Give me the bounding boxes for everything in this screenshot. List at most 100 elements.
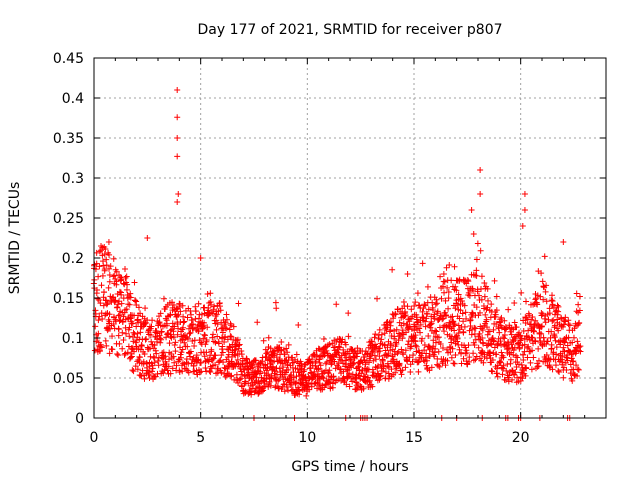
data-point	[516, 345, 523, 352]
data-point	[507, 356, 514, 363]
y-tick-label: 0.4	[62, 91, 84, 107]
data-point	[445, 305, 452, 312]
data-point	[273, 365, 280, 372]
data-point	[153, 350, 160, 357]
data-point	[341, 377, 348, 384]
data-point	[141, 375, 148, 382]
data-point	[113, 268, 120, 275]
data-point	[544, 338, 551, 345]
data-point	[231, 347, 238, 354]
data-point	[136, 354, 143, 361]
data-point	[190, 362, 197, 369]
data-point	[207, 299, 214, 306]
data-point	[561, 339, 568, 346]
data-point	[265, 371, 272, 378]
data-point	[119, 329, 126, 336]
data-point	[448, 277, 455, 284]
data-point	[475, 292, 482, 299]
data-point	[459, 310, 466, 317]
data-point	[499, 371, 506, 378]
data-point	[160, 349, 167, 356]
data-point	[135, 304, 142, 311]
data-point	[432, 345, 439, 352]
data-point	[272, 384, 279, 391]
data-point	[487, 350, 494, 357]
data-point	[549, 318, 556, 325]
data-point	[439, 283, 446, 290]
data-point	[521, 191, 528, 197]
data-point	[567, 370, 574, 377]
data-point	[213, 317, 220, 324]
data-point	[374, 295, 381, 302]
data-point	[307, 369, 314, 376]
data-point	[473, 256, 480, 263]
data-point	[528, 334, 535, 341]
data-point	[124, 349, 131, 356]
data-point	[469, 310, 476, 317]
data-point	[549, 292, 556, 299]
data-point	[181, 339, 188, 346]
data-point	[518, 361, 525, 368]
data-point	[191, 342, 198, 349]
data-point	[539, 278, 546, 285]
data-point	[525, 327, 532, 334]
data-point	[187, 311, 194, 318]
data-point	[228, 333, 235, 340]
data-point	[384, 324, 391, 331]
data-point	[500, 354, 507, 361]
data-point	[280, 364, 287, 371]
data-point	[534, 292, 541, 299]
data-point	[187, 353, 194, 360]
data-point	[443, 346, 450, 353]
data-point	[437, 273, 444, 280]
data-point	[511, 299, 518, 306]
data-point	[201, 304, 208, 311]
data-point	[118, 300, 125, 307]
data-point	[120, 336, 127, 343]
data-point	[432, 327, 439, 334]
data-point	[202, 365, 209, 372]
y-tick-label: 0.3	[62, 171, 84, 187]
data-point	[195, 356, 202, 363]
data-point	[488, 341, 495, 348]
data-point	[370, 369, 377, 376]
data-point	[513, 324, 520, 331]
y-axis-label: SRMTID / TECUs	[7, 182, 23, 295]
data-point	[332, 365, 339, 372]
data-point	[380, 365, 387, 372]
data-point	[521, 341, 528, 348]
data-point	[576, 293, 583, 300]
data-point	[313, 352, 320, 359]
data-point	[473, 272, 480, 279]
data-point	[573, 308, 580, 315]
data-point	[470, 357, 477, 364]
data-point	[385, 351, 392, 358]
data-point	[540, 283, 547, 290]
data-point	[294, 366, 301, 373]
data-point	[371, 352, 378, 359]
data-point	[509, 368, 516, 375]
data-point	[573, 290, 580, 297]
data-point	[419, 260, 426, 267]
data-point	[478, 273, 485, 280]
data-point	[285, 341, 292, 348]
data-point	[199, 323, 206, 330]
data-point	[215, 340, 222, 347]
data-point	[439, 316, 446, 323]
data-point	[542, 288, 549, 295]
data-point	[520, 317, 527, 324]
data-point	[210, 306, 217, 313]
data-point	[406, 354, 413, 361]
data-point	[462, 344, 469, 351]
data-point	[96, 347, 103, 354]
data-point	[112, 297, 119, 304]
data-point	[299, 379, 306, 386]
data-point	[115, 312, 122, 319]
data-point	[175, 311, 182, 318]
data-point	[148, 323, 155, 330]
data-point	[217, 307, 224, 314]
data-point	[214, 321, 221, 328]
data-point	[345, 333, 352, 340]
data-point	[160, 369, 167, 376]
data-point	[387, 340, 394, 347]
